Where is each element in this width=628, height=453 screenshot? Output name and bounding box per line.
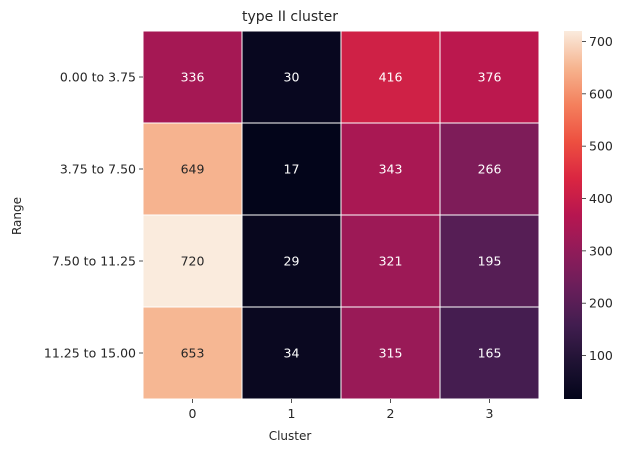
heatmap-cell (439, 122, 540, 216)
cell-value-label: 30 (284, 70, 300, 85)
cell-value-label: 720 (181, 254, 205, 269)
heatmap-cells (142, 30, 540, 400)
y-tick-label: 11.25 to 15.00 (44, 346, 136, 361)
colorbar-tick-label: 600 (589, 86, 613, 101)
heatmap-cell (241, 122, 342, 216)
cell-value-label: 17 (284, 162, 300, 177)
colorbar-tick-label: 100 (589, 348, 613, 363)
cell-value-label: 653 (181, 346, 205, 361)
heatmap-cell (340, 306, 441, 400)
y-axis-ticks: 0.00 to 3.75 3.75 to 7.50 7.50 to 11.25 11.… (44, 70, 143, 361)
cell-annotations: 336 30 416 376 649 17 343 266 720 29 321 195 653 34 31… (181, 70, 502, 361)
heatmap-cell (340, 30, 441, 124)
cell-value-label: 649 (181, 162, 205, 177)
heatmap-cell (439, 214, 540, 308)
y-tick-label: 0.00 to 3.75 (60, 70, 136, 85)
x-tick-label: 0 (189, 406, 197, 421)
cell-value-label: 34 (284, 346, 300, 361)
heatmap-cell (439, 30, 540, 124)
x-axis-ticks: 0 1 2 3 (189, 399, 494, 421)
cell-value-label: 315 (379, 346, 403, 361)
cell-value-label: 321 (379, 254, 403, 269)
x-tick-label: 2 (387, 406, 395, 421)
cell-value-label: 266 (478, 162, 502, 177)
heatmap-cell (439, 306, 540, 400)
chart-title: type II cluster (242, 9, 338, 25)
x-tick-label: 3 (486, 406, 494, 421)
cell-value-label: 29 (284, 254, 300, 269)
y-tick-label: 3.75 to 7.50 (60, 162, 136, 177)
heatmap-cell (142, 30, 243, 124)
cell-value-label: 195 (478, 254, 502, 269)
cell-value-label: 336 (181, 70, 205, 85)
heatmap-cell (142, 122, 243, 216)
heatmap-cell (142, 306, 243, 400)
heatmap-cell (241, 214, 342, 308)
cell-value-label: 416 (379, 70, 403, 85)
cell-value-label: 165 (478, 346, 502, 361)
colorbar-ticks: 100 200 300 400 500 600 700 (582, 34, 613, 363)
cell-value-label: 343 (379, 162, 403, 177)
colorbar-tick-label: 400 (589, 191, 613, 206)
heatmap-cell (241, 30, 342, 124)
colorbar-tick-label: 200 (589, 296, 613, 311)
x-axis-label: Cluster (269, 429, 312, 443)
colorbar-tick-label: 500 (589, 139, 613, 154)
y-tick-label: 7.50 to 11.25 (52, 254, 136, 269)
cell-value-label: 376 (478, 70, 502, 85)
colorbar (564, 31, 582, 399)
colorbar-tick-label: 300 (589, 243, 613, 258)
x-tick-label: 1 (288, 406, 296, 421)
colorbar-tick-label: 700 (589, 34, 613, 49)
y-axis-label: Range (10, 197, 24, 235)
heatmap-cell (241, 306, 342, 400)
